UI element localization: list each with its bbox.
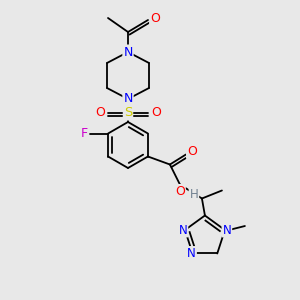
Text: N: N (123, 46, 133, 59)
Text: F: F (80, 127, 88, 140)
Text: N: N (123, 92, 133, 106)
Text: H: H (190, 188, 198, 201)
Text: N: N (178, 224, 187, 236)
Text: S: S (124, 106, 132, 119)
Text: O: O (175, 185, 185, 198)
Text: N: N (223, 224, 231, 236)
Text: O: O (151, 106, 161, 119)
Text: N: N (187, 247, 196, 260)
Text: O: O (95, 106, 105, 119)
Text: O: O (150, 11, 160, 25)
Text: O: O (187, 145, 197, 158)
